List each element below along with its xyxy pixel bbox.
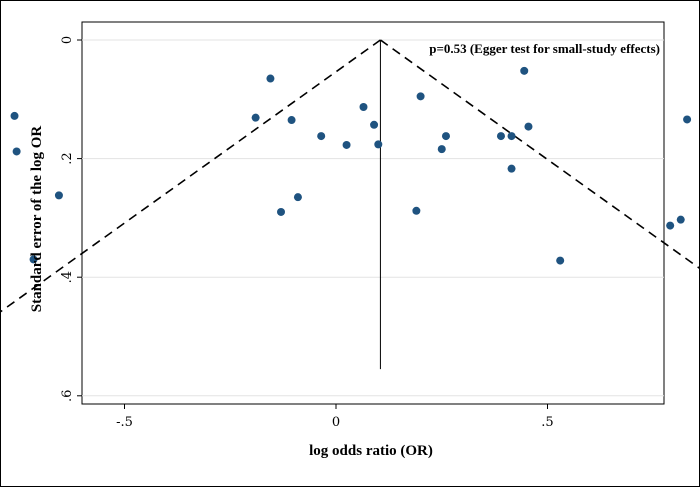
- data-point: [520, 66, 529, 75]
- data-point: [437, 145, 446, 154]
- egger-annotation: p=0.53 (Egger test for small-study effec…: [429, 41, 660, 56]
- data-point: [359, 103, 368, 112]
- y-axis-title: Standard error of the log OR: [29, 126, 45, 313]
- data-point: [12, 147, 21, 156]
- x-axis-title: log odds ratio (OR): [309, 443, 433, 459]
- x-tick-label: .5: [541, 415, 553, 430]
- plot-border: [81, 21, 665, 405]
- data-point: [293, 193, 302, 202]
- x-tick-label: 0: [332, 415, 340, 430]
- data-point: [54, 191, 63, 200]
- data-point: [676, 215, 685, 224]
- x-tick-label: -.5: [116, 415, 133, 430]
- y-tick-label: .2: [60, 152, 75, 164]
- data-point: [441, 132, 450, 141]
- data-point: [416, 92, 425, 101]
- axes: 0.2.4.6-1-.50.511.5: [60, 36, 554, 430]
- data-points: [10, 66, 692, 265]
- data-point: [266, 74, 275, 83]
- data-point: [666, 221, 675, 230]
- y-tick-label: .6: [60, 390, 75, 402]
- funnel-right-limit: [379, 39, 700, 270]
- data-point: [507, 164, 516, 173]
- data-point: [507, 132, 516, 141]
- y-tick-label: 0: [60, 36, 75, 44]
- data-point: [496, 132, 505, 141]
- data-point: [374, 140, 383, 149]
- data-point: [277, 207, 286, 216]
- data-point: [556, 256, 565, 265]
- funnel-lines: [0, 39, 700, 370]
- data-point: [524, 122, 533, 131]
- data-point: [412, 206, 421, 215]
- grid-lines: [82, 39, 664, 397]
- data-point: [370, 120, 379, 129]
- data-point: [683, 115, 692, 124]
- funnel-left-limit: [0, 39, 381, 314]
- data-point: [10, 111, 19, 120]
- data-point: [251, 113, 260, 122]
- data-point: [287, 116, 296, 125]
- data-point: [29, 255, 38, 264]
- data-point: [317, 132, 326, 141]
- data-point: [342, 140, 351, 149]
- y-tick-label: .4: [60, 271, 75, 283]
